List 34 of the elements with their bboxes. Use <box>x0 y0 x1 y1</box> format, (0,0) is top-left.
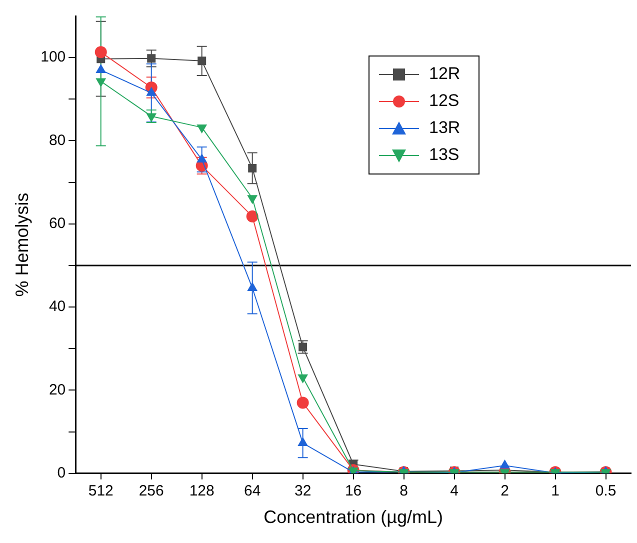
point <box>296 396 309 409</box>
y-tick-label: 20 <box>48 381 66 398</box>
legend-label: 13S <box>429 145 460 164</box>
point <box>247 282 258 291</box>
y-axis-title: % Hemolysis <box>12 192 32 297</box>
point <box>246 210 258 222</box>
x-tick-label: 16 <box>344 482 362 500</box>
point <box>96 78 106 88</box>
y-tick-label: 80 <box>48 132 66 149</box>
y-tick-label: 0 <box>57 464 66 482</box>
point <box>146 113 157 122</box>
x-tick-label: 512 <box>88 482 114 500</box>
x-tick-label: 0.5 <box>595 482 616 500</box>
legend-label: 13R <box>429 118 460 138</box>
y-tick-label: 100 <box>40 48 66 66</box>
x-tick-label: 1 <box>551 482 560 500</box>
point <box>500 460 510 468</box>
legend-label: 12R <box>429 64 460 84</box>
y-tick-label: 60 <box>48 215 66 232</box>
x-tick-label: 2 <box>500 482 509 500</box>
x-axis-title: Concentration (µg/mL) <box>264 507 444 528</box>
point <box>196 124 208 134</box>
x-tick-label: 256 <box>138 482 164 500</box>
legend-label: 12S <box>429 91 460 110</box>
point <box>248 164 257 172</box>
point <box>298 437 308 446</box>
x-tick-label: 4 <box>450 482 458 500</box>
point <box>198 56 206 66</box>
y-tick-label: 40 <box>48 298 66 316</box>
x-tick-label: 8 <box>400 482 408 500</box>
point <box>94 46 107 58</box>
x-tick-label: 128 <box>189 482 214 500</box>
x-tick-label: 32 <box>294 482 312 500</box>
x-tick-label: 64 <box>244 482 261 500</box>
